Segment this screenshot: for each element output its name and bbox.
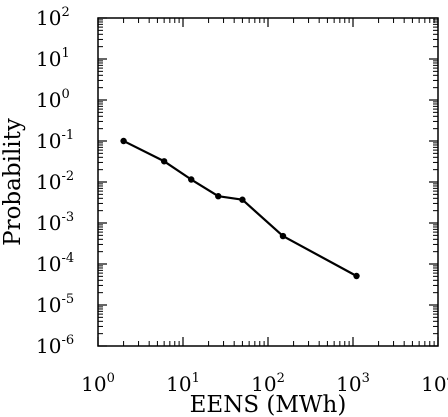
data-point (239, 196, 246, 203)
series-line (123, 140, 358, 277)
y-tick-label: 101 (36, 46, 70, 71)
y-tick-label: 10-3 (36, 210, 74, 235)
y-tick-label: 10-6 (36, 333, 74, 358)
labels-layer: 100 101 102 103 104 102 101 100 10-1 10-2 10-3 10-4… (36, 5, 448, 396)
ticks-layer (97, 17, 439, 347)
x-axis-title: EENS (MWh) (190, 392, 347, 417)
data-point (160, 158, 168, 165)
plot-frame (97, 17, 439, 347)
x-tick-label: 101 (166, 371, 200, 396)
y-tick-label: 10-5 (36, 292, 74, 317)
x-tick-label: 104 (421, 371, 448, 396)
data-point (279, 232, 287, 240)
data-point (353, 272, 360, 280)
data-point (188, 176, 195, 183)
y-tick-label: 10-2 (36, 169, 74, 194)
y-tick-label: 100 (36, 87, 70, 112)
data-point (215, 193, 222, 200)
x-tick-label: 103 (336, 371, 370, 396)
y-tick-label: 102 (36, 5, 70, 30)
x-tick-label: 100 (81, 371, 115, 396)
data-point (120, 137, 127, 145)
x-tick-label: 102 (251, 371, 285, 396)
y-axis-title: Probability (0, 118, 26, 246)
series-layer (120, 137, 360, 280)
y-tick-label: 10-1 (36, 128, 74, 153)
y-tick-label: 10-4 (36, 251, 74, 276)
